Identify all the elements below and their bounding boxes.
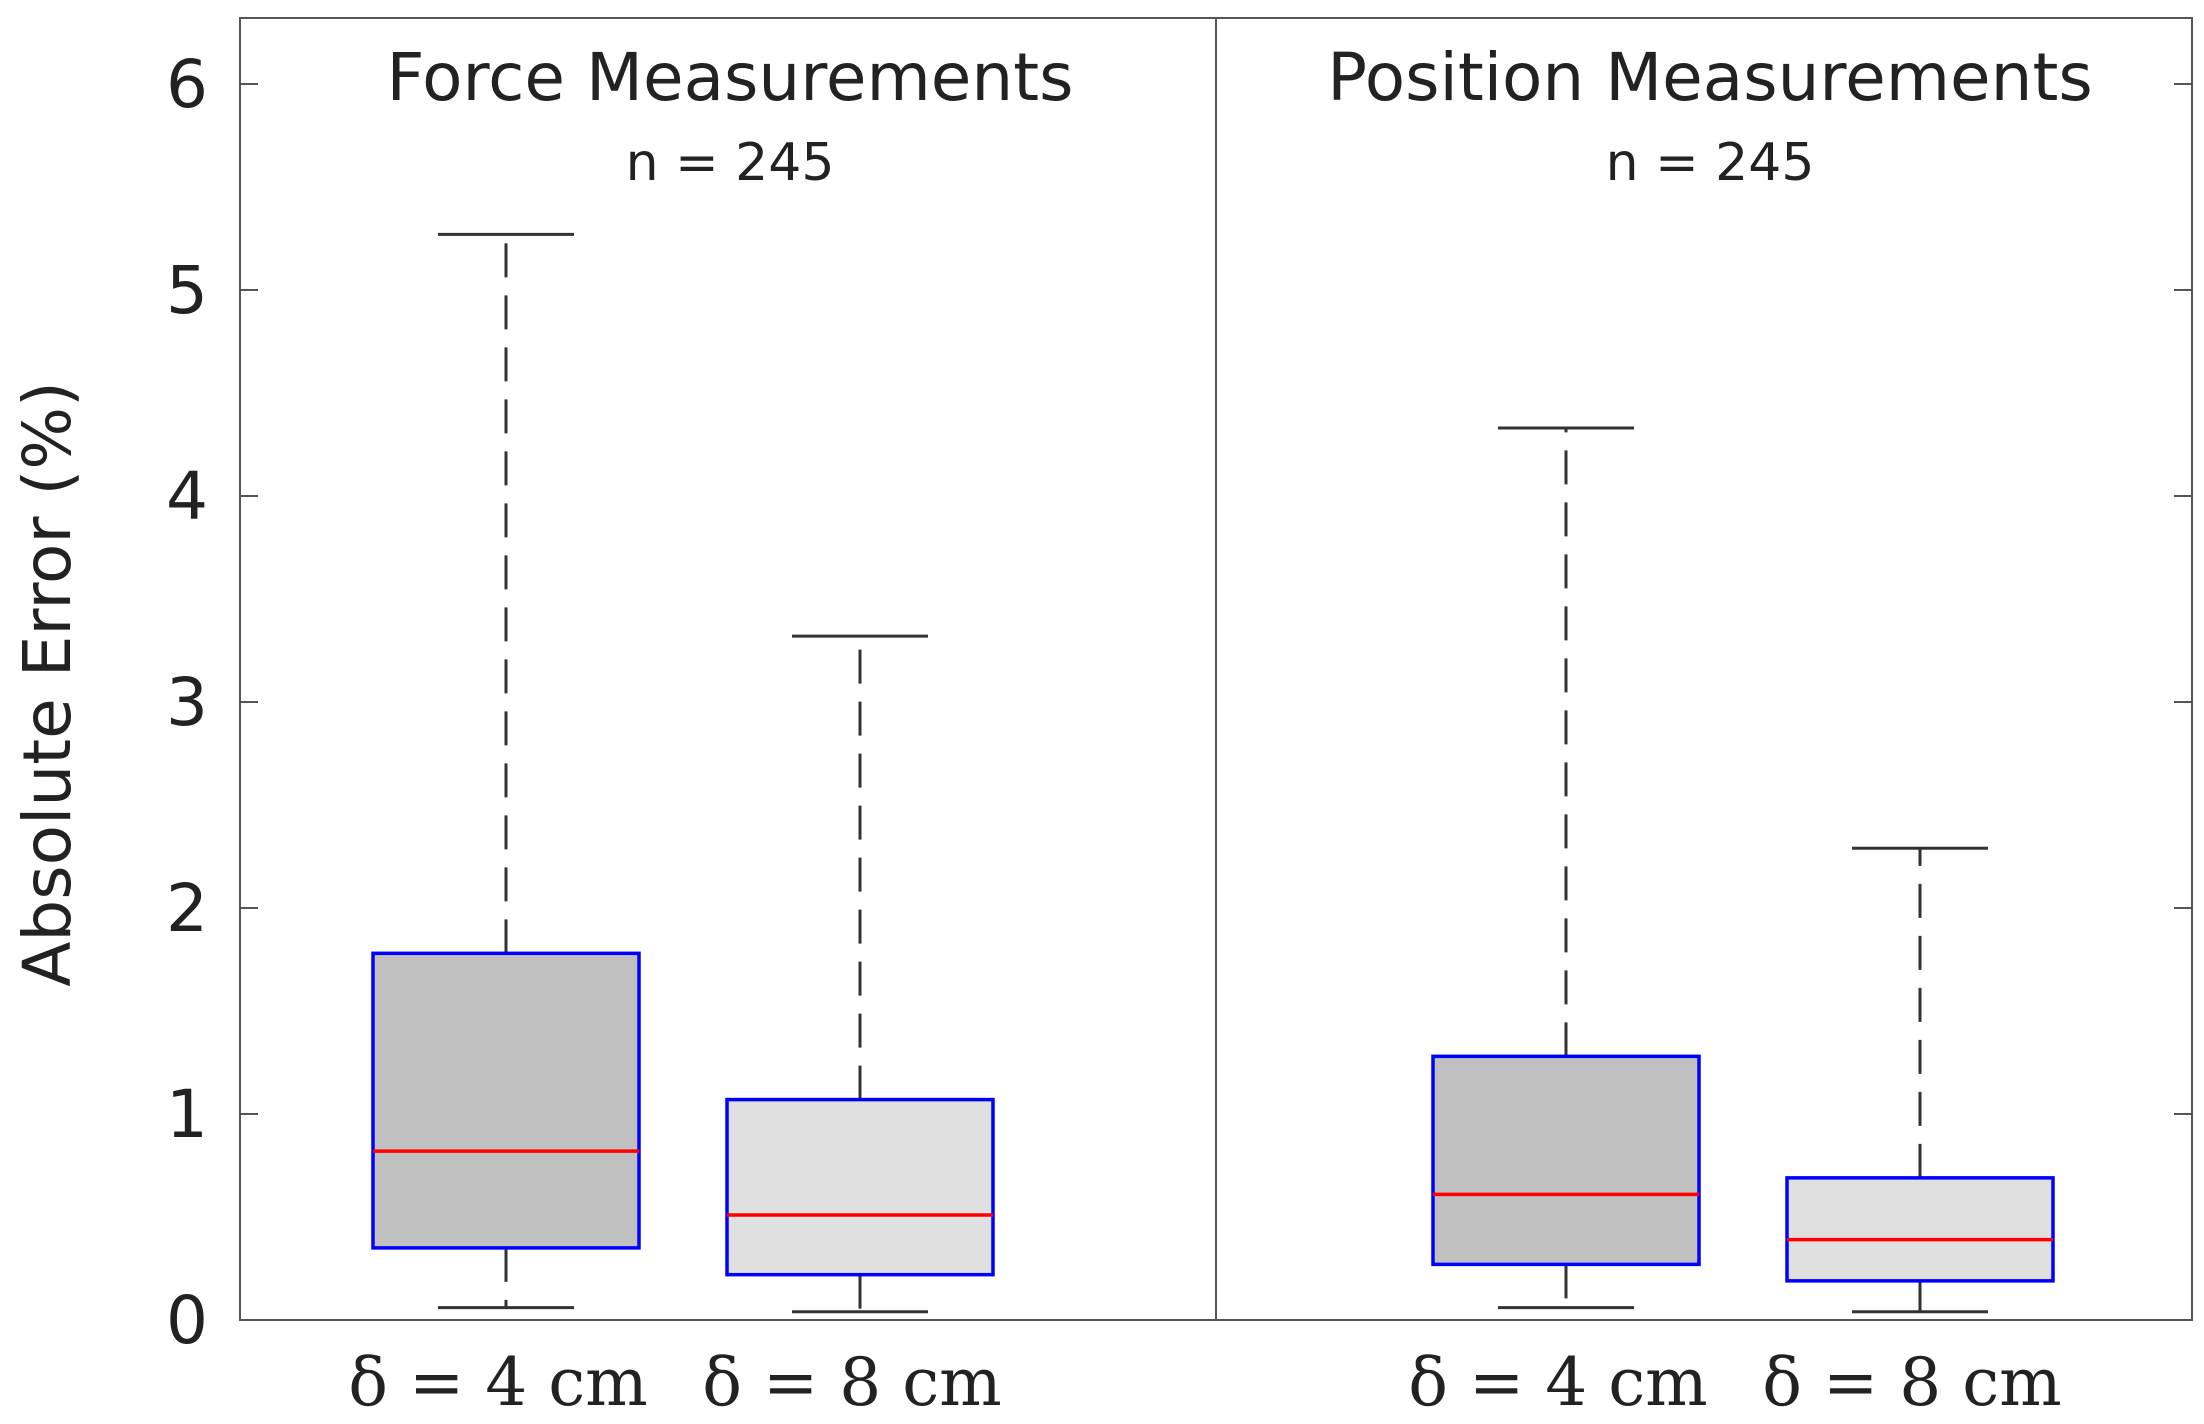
panel-title: Position Measurements (1327, 39, 2092, 116)
y-tick-label: 6 (166, 46, 208, 123)
y-axis: 0 1 2 3 4 5 6 (166, 46, 2192, 1359)
panel-position: Position Measurements n = 245 δ = 4 cm δ = … (1327, 39, 2092, 1421)
box-1: δ = 4 cm (348, 232, 648, 1421)
panel-subtitle: n = 245 (626, 133, 835, 193)
panel-subtitle: n = 245 (1606, 133, 1815, 193)
iqr-box (1431, 1054, 1701, 1267)
y-tick-label: 0 (166, 1282, 208, 1359)
x-category-label: δ = 8 cm (702, 1344, 1002, 1421)
x-category-label: δ = 4 cm (1408, 1344, 1708, 1421)
x-category-label: δ = 4 cm (348, 1344, 648, 1421)
box-2: δ = 8 cm (1762, 846, 2062, 1421)
iqr-box (371, 951, 641, 1250)
panel-title: Force Measurements (386, 39, 1073, 116)
y-tick-label: 2 (166, 870, 208, 947)
y-axis-label: Absolute Error (%) (9, 381, 86, 987)
y-tick-label: 1 (166, 1076, 208, 1153)
box-1: δ = 4 cm (1408, 426, 1708, 1421)
panel-force: Force Measurements n = 245 δ = 4 cm δ = 8 c… (348, 39, 1073, 1421)
iqr-box (1785, 1176, 2055, 1283)
box-2: δ = 8 cm (702, 634, 1002, 1421)
y-tick-label: 5 (166, 252, 208, 329)
iqr-box (725, 1097, 995, 1277)
panels: Force Measurements n = 245 δ = 4 cm δ = 8 c… (348, 39, 2092, 1421)
y-tick-label: 3 (166, 664, 208, 741)
x-category-label: δ = 8 cm (1762, 1344, 2062, 1421)
y-tick-label: 4 (166, 458, 208, 535)
